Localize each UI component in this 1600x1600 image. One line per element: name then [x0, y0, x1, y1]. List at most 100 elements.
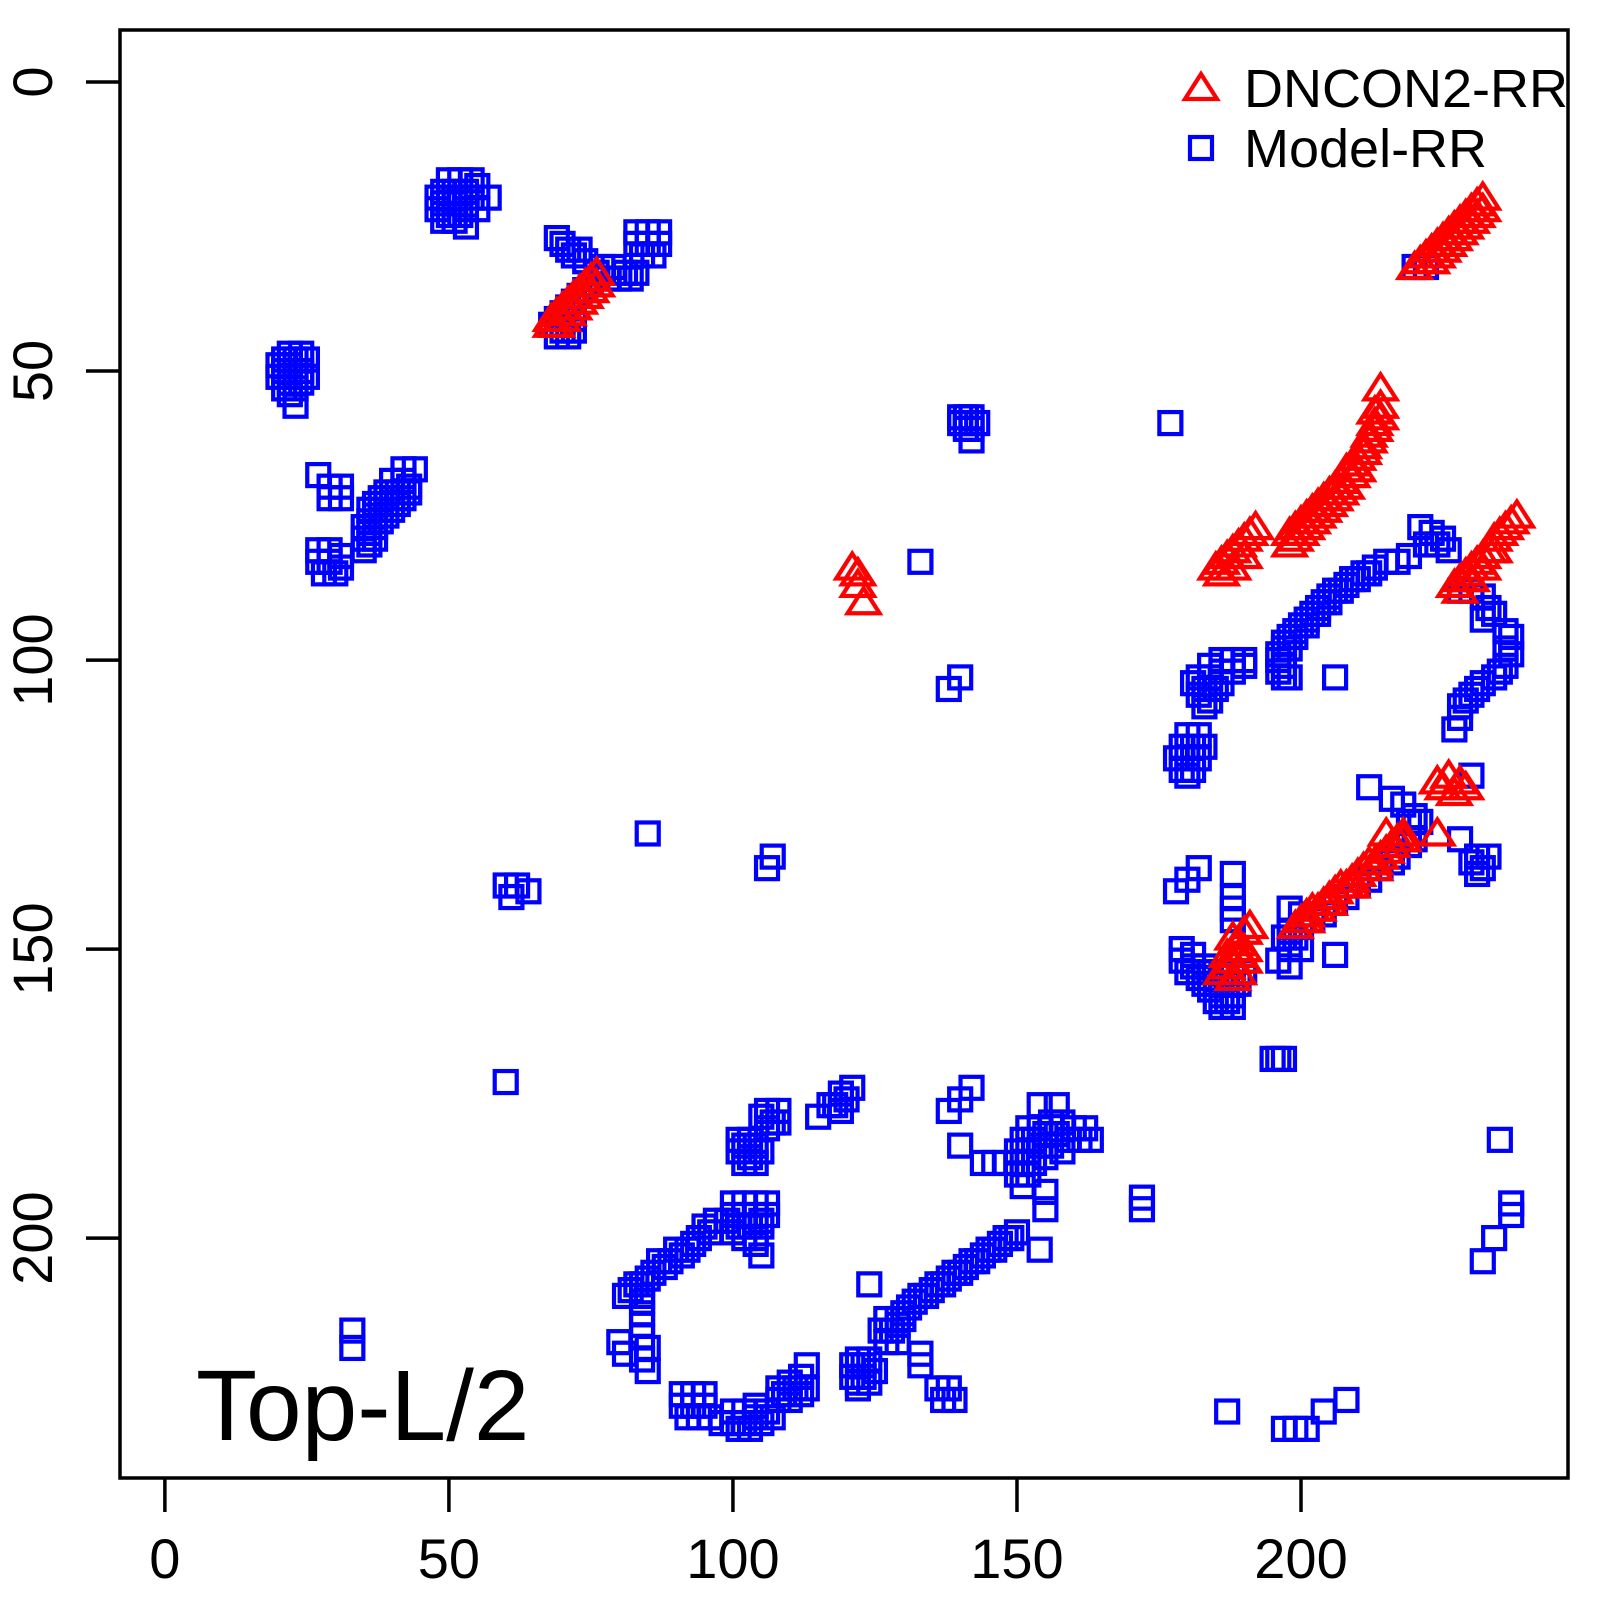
model-rr-point — [452, 213, 480, 240]
dncon2-rr-point — [1235, 509, 1276, 541]
dncon2-rr-point — [1445, 769, 1486, 801]
model-rr-point — [634, 820, 661, 847]
model-rr-point — [1191, 693, 1218, 720]
model-rr-point — [788, 1381, 815, 1408]
model-rr-point — [1157, 409, 1184, 437]
model-rr-point — [907, 1352, 934, 1379]
dncon2-rr-point — [1462, 549, 1503, 581]
model-rr-point — [515, 878, 542, 905]
model-rr-point — [1197, 687, 1224, 714]
model-rr-point — [282, 392, 309, 419]
model-rr-point — [1043, 1092, 1070, 1119]
model-rr-point — [1077, 1126, 1104, 1153]
model-rr-point — [1128, 1196, 1156, 1223]
dncon2-rr-point — [1474, 532, 1514, 564]
x-axis-tick-label: 100 — [686, 1527, 779, 1590]
plot-annotation: Top-L/2 — [196, 1350, 530, 1462]
model-rr-point — [748, 1207, 775, 1234]
model-rr-point — [1333, 1386, 1360, 1414]
legend-label: DNCON2-RR — [1244, 59, 1568, 119]
model-rr-point — [640, 242, 667, 269]
model-rr-point — [1032, 1178, 1059, 1205]
model-rr-point — [611, 1282, 639, 1310]
dncon2-rr-point — [1462, 179, 1503, 211]
model-rr-point — [1026, 1236, 1053, 1263]
model-rr-point — [1276, 953, 1303, 980]
dncon2-rr-point — [1224, 538, 1265, 570]
dncon2-rr-point — [1434, 775, 1475, 807]
x-axis-tick-label: 150 — [970, 1527, 1063, 1590]
model-rr-point — [1179, 756, 1207, 783]
model-rr-point — [1276, 664, 1303, 691]
model-rr-point — [327, 485, 355, 512]
model-rr-point — [1469, 855, 1496, 882]
model-rr-point — [1214, 1398, 1241, 1425]
model-rr-point — [844, 1375, 872, 1402]
model-rr-point — [1270, 1045, 1298, 1073]
y-axis-tick-label: 150 — [1, 902, 64, 995]
model-rr-point — [1321, 664, 1349, 691]
dncon2-rr-point — [1201, 555, 1242, 587]
model-rr-point — [856, 1271, 883, 1298]
model-rr-point — [1452, 687, 1479, 714]
model-rr-point — [947, 1132, 974, 1159]
dncon2-rr-point — [1383, 821, 1424, 853]
dncon2-rr-point — [1360, 387, 1401, 419]
x-axis-tick-label: 50 — [418, 1527, 480, 1590]
x-axis-tick-label: 0 — [149, 1527, 180, 1590]
model-rr-point — [634, 1357, 661, 1385]
model-rr-point — [827, 1097, 854, 1125]
dncon2-rr-point — [1201, 954, 1242, 986]
model-rr-point — [793, 1352, 820, 1379]
model-rr-point — [958, 427, 985, 454]
model-rr-point — [339, 1334, 366, 1362]
model-rr-point — [753, 855, 781, 882]
model-rr-point — [356, 531, 383, 558]
model-rr-point — [1469, 1248, 1496, 1275]
model-rr-point — [935, 1097, 962, 1125]
model-rr-point — [498, 883, 525, 911]
square-legend-icon — [1187, 134, 1215, 162]
model-rr-point — [617, 265, 644, 292]
model-rr-point — [1293, 1415, 1320, 1442]
dncon2-rr-point — [1497, 497, 1537, 529]
triangle-up-legend-icon — [1181, 70, 1221, 102]
model-rr-point — [1219, 993, 1246, 1020]
model-rr-point — [282, 375, 309, 402]
dncon2-rr-point — [838, 555, 878, 587]
legend-label: Model-RR — [1244, 119, 1487, 179]
dncon2-rr-point — [1309, 884, 1350, 916]
model-rr-point — [748, 1242, 775, 1269]
model-rr-point — [1032, 1196, 1059, 1223]
dncon2-rr-point — [1213, 960, 1253, 992]
model-rr-point — [1032, 1144, 1059, 1171]
dncon2-rr-point — [1355, 850, 1395, 882]
model-rr-point — [765, 1109, 792, 1136]
x-axis-tick-label: 200 — [1254, 1527, 1347, 1590]
model-rr-point — [1049, 1138, 1076, 1165]
dncon2-rr-point — [531, 306, 571, 338]
y-axis-tick-label: 100 — [1, 613, 64, 706]
model-rr-point — [1464, 860, 1491, 888]
y-axis-tick-label: 50 — [1, 340, 64, 402]
dncon2-rr-point — [1383, 815, 1424, 847]
model-rr-point — [1441, 716, 1468, 743]
model-rr-point — [1321, 941, 1349, 968]
model-rr-point — [339, 1317, 366, 1344]
dncon2-rr-point — [1423, 769, 1463, 801]
model-rr-point — [492, 1068, 519, 1096]
model-rr-point — [1174, 762, 1201, 789]
model-rr-point — [322, 560, 349, 587]
dncon2-rr-point — [1332, 867, 1372, 899]
dncon2-rr-point — [1417, 815, 1458, 847]
y-axis-tick-label: 0 — [1, 66, 64, 97]
dncon2-rr-point — [1360, 370, 1401, 402]
model-rr-point — [1231, 652, 1258, 679]
dncon2-rr-point — [843, 584, 884, 616]
model-rr-point — [623, 259, 650, 286]
model-rr-point — [907, 548, 934, 575]
dncon2-rr-point — [1462, 191, 1503, 223]
